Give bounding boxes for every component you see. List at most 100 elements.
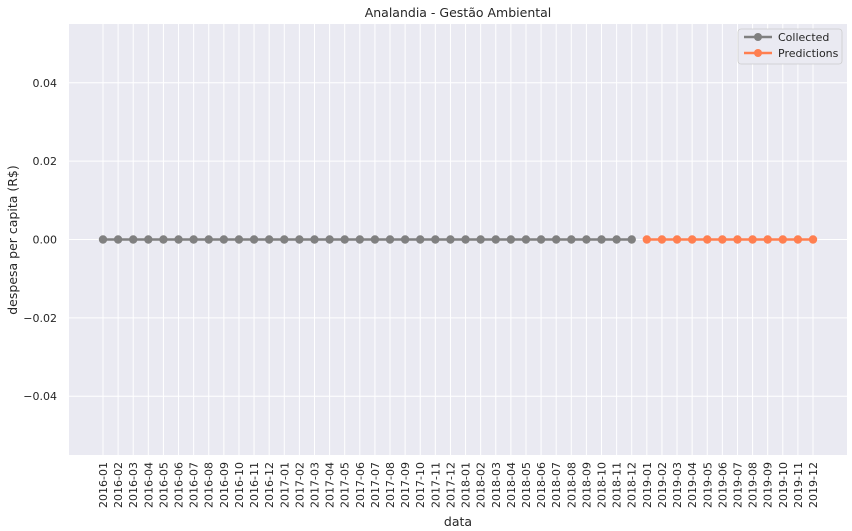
x-tick-label: 2019-12 bbox=[807, 462, 820, 508]
x-tick-label: 2019-03 bbox=[671, 462, 684, 508]
x-tick-label: 2018-10 bbox=[596, 462, 609, 508]
x-tick-label: 2016-10 bbox=[233, 462, 246, 508]
data-point-predictions bbox=[808, 235, 818, 244]
x-tick-label: 2018-12 bbox=[626, 462, 639, 508]
x-tick-label: 2019-11 bbox=[792, 462, 805, 508]
x-tick-label: 2018-05 bbox=[520, 462, 533, 508]
x-tick-label: 2016-07 bbox=[188, 462, 201, 508]
data-point-collected bbox=[536, 235, 546, 244]
data-point-predictions bbox=[657, 235, 667, 244]
legend-label-predictions: Predictions bbox=[778, 47, 839, 60]
chart-title: Analandia - Gestão Ambiental bbox=[365, 5, 552, 20]
x-axis-label: data bbox=[444, 514, 472, 529]
data-point-collected bbox=[385, 235, 395, 244]
x-tick-label: 2016-06 bbox=[173, 462, 186, 508]
x-tick-label: 2018-11 bbox=[611, 462, 624, 508]
data-point-predictions bbox=[642, 235, 652, 244]
data-point-collected bbox=[627, 235, 636, 244]
y-tick-label: 0.02 bbox=[33, 155, 58, 168]
x-tick-label: 2016-12 bbox=[263, 462, 276, 508]
x-tick-label: 2018-02 bbox=[475, 462, 488, 508]
x-tick-label: 2016-05 bbox=[157, 462, 170, 508]
data-point-collected bbox=[476, 235, 485, 244]
data-point-collected bbox=[129, 235, 138, 244]
legend-marker-predictions bbox=[754, 49, 762, 57]
x-tick-label: 2017-12 bbox=[444, 462, 457, 508]
data-point-collected bbox=[597, 235, 606, 244]
data-point-collected bbox=[264, 235, 274, 244]
data-point-predictions bbox=[687, 235, 697, 244]
data-point-predictions bbox=[718, 235, 727, 244]
data-point-collected bbox=[174, 235, 183, 244]
series-layer bbox=[98, 235, 818, 244]
x-tick-label: 2016-02 bbox=[112, 462, 125, 508]
data-point-predictions bbox=[778, 235, 787, 244]
data-point-collected bbox=[249, 235, 259, 244]
data-point-collected bbox=[506, 235, 516, 244]
data-point-collected bbox=[461, 235, 470, 244]
x-tick-label: 2016-01 bbox=[97, 462, 110, 508]
x-tick-label: 2019-01 bbox=[641, 462, 654, 508]
data-point-collected bbox=[567, 235, 576, 244]
data-point-collected bbox=[355, 235, 365, 244]
x-tick-label: 2018-09 bbox=[580, 462, 593, 508]
legend-marker-collected bbox=[754, 33, 762, 41]
y-tick-label: −0.04 bbox=[23, 390, 57, 403]
data-point-collected bbox=[612, 235, 621, 244]
x-tick-label: 2019-05 bbox=[701, 462, 714, 508]
x-tick-label: 2017-10 bbox=[414, 462, 427, 508]
x-tick-label: 2019-02 bbox=[656, 462, 669, 508]
x-tick-label: 2017-02 bbox=[293, 462, 306, 508]
x-tick-label: 2018-04 bbox=[505, 462, 518, 508]
x-tick-label: 2017-01 bbox=[278, 462, 291, 508]
data-point-collected bbox=[491, 235, 500, 244]
x-tick-label: 2018-08 bbox=[565, 462, 578, 508]
x-tick-label: 2016-08 bbox=[203, 462, 216, 508]
data-point-predictions bbox=[703, 235, 712, 244]
x-tick-label: 2019-04 bbox=[686, 462, 699, 508]
data-point-collected bbox=[400, 235, 410, 244]
x-tick-label: 2017-06 bbox=[354, 462, 367, 508]
x-tick-label: 2019-08 bbox=[747, 462, 760, 508]
data-point-collected bbox=[98, 235, 108, 244]
x-tick-label: 2017-11 bbox=[429, 462, 442, 508]
x-tick-label: 2016-11 bbox=[248, 462, 261, 508]
x-tick-label: 2017-07 bbox=[369, 462, 382, 508]
data-point-collected bbox=[521, 235, 531, 244]
data-point-collected bbox=[325, 235, 334, 244]
x-tick-label: 2018-06 bbox=[535, 462, 548, 508]
y-tick-label: 0.00 bbox=[33, 234, 58, 247]
data-point-collected bbox=[219, 235, 229, 244]
x-tick-label: 2017-03 bbox=[308, 462, 321, 508]
y-axis: −0.04 −0.02 0.00 0.02 0.04 bbox=[23, 77, 57, 403]
data-point-collected bbox=[234, 235, 244, 244]
data-point-collected bbox=[416, 235, 425, 244]
y-tick-label: −0.02 bbox=[23, 312, 57, 325]
x-tick-label: 2017-09 bbox=[399, 462, 412, 508]
x-axis: 2016-01 2016-02 2016-03 2016-04 2016-05 2016-… bbox=[97, 462, 820, 508]
data-point-predictions bbox=[748, 235, 757, 244]
x-tick-label: 2017-05 bbox=[339, 462, 352, 508]
x-tick-label: 2019-07 bbox=[731, 462, 744, 508]
data-point-predictions bbox=[733, 235, 742, 244]
x-tick-label: 2017-08 bbox=[384, 462, 397, 508]
data-point-predictions bbox=[672, 235, 682, 244]
data-point-collected bbox=[113, 235, 123, 244]
x-tick-label: 2019-06 bbox=[716, 462, 729, 508]
x-tick-label: 2016-04 bbox=[142, 462, 155, 508]
data-point-collected bbox=[370, 235, 380, 244]
data-point-collected bbox=[582, 235, 591, 244]
data-point-collected bbox=[551, 235, 561, 244]
legend: Collected Predictions bbox=[737, 28, 843, 65]
data-point-predictions bbox=[793, 235, 803, 244]
data-point-predictions bbox=[763, 235, 772, 244]
data-point-collected bbox=[144, 235, 153, 244]
data-point-collected bbox=[189, 235, 198, 244]
x-tick-label: 2018-01 bbox=[460, 462, 473, 508]
data-point-collected bbox=[295, 235, 304, 244]
data-point-collected bbox=[340, 235, 349, 244]
y-axis-label: despesa per capita (R$) bbox=[5, 165, 20, 315]
data-point-collected bbox=[204, 235, 213, 244]
x-tick-label: 2016-09 bbox=[218, 462, 231, 508]
